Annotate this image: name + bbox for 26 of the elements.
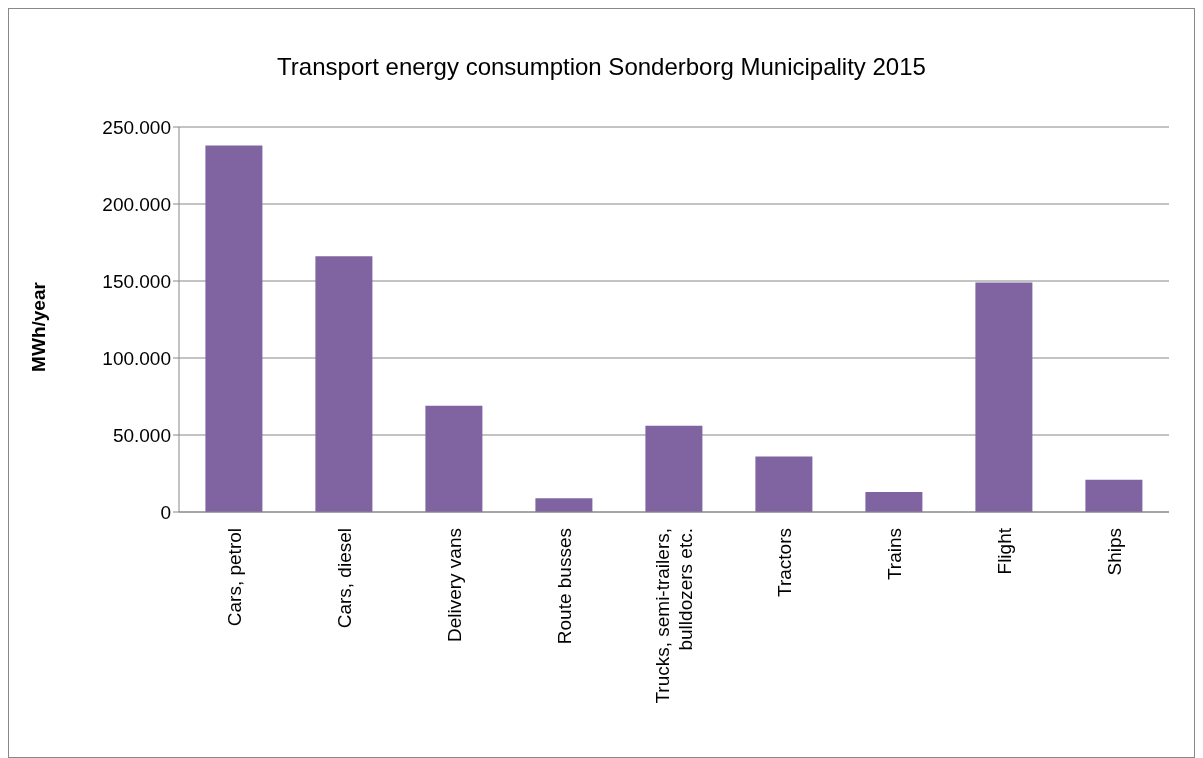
x-tick-label: Route busses bbox=[553, 528, 575, 645]
bar bbox=[645, 425, 703, 512]
bar bbox=[535, 498, 593, 512]
x-tick-label: Trains bbox=[883, 528, 905, 581]
bar bbox=[975, 282, 1033, 512]
bar bbox=[315, 256, 373, 512]
bar bbox=[755, 456, 813, 512]
x-tick-label: Flight bbox=[993, 527, 1015, 575]
x-tick-label: Tractors bbox=[773, 528, 795, 597]
x-tick-label: Trucks, semi-trailers, bulldozers etc. bbox=[652, 528, 697, 704]
y-tick-label: 200.000 bbox=[102, 193, 171, 215]
bar bbox=[865, 491, 923, 512]
y-tick-label: 50.000 bbox=[112, 424, 171, 446]
bar bbox=[205, 145, 263, 512]
bar bbox=[1085, 479, 1143, 512]
x-tick-label: Cars, petrol bbox=[223, 528, 245, 627]
y-tick-label: 100.000 bbox=[102, 347, 171, 369]
x-tick-label: Cars, diesel bbox=[333, 528, 355, 629]
y-tick-label: 250.000 bbox=[102, 116, 171, 138]
x-tick-label: Ships bbox=[1103, 528, 1125, 576]
y-tick-label: 150.000 bbox=[102, 270, 171, 292]
y-axis-title: MWh/year bbox=[28, 282, 50, 372]
x-tick-label: Delivery vans bbox=[443, 528, 465, 643]
bar bbox=[425, 405, 483, 512]
y-tick-label: 0 bbox=[160, 501, 171, 523]
chart-title: Transport energy consumption Sonderborg Municipality 2015 bbox=[276, 53, 927, 81]
